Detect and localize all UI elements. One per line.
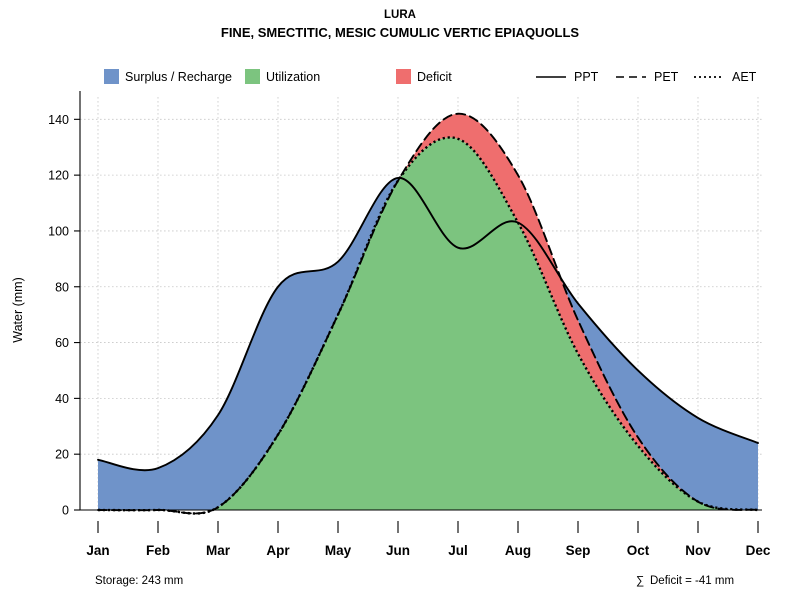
y-tick-label: 140 [48, 113, 69, 127]
area-surplus-recharge [98, 177, 758, 510]
legend-item-pet[interactable]: PET [616, 70, 679, 84]
series-line-pet [97, 112, 759, 515]
storage-annotation: Storage: 243 mm [95, 575, 183, 587]
data-lines [97, 112, 759, 515]
x-tick-label-oct: Oct [627, 543, 650, 558]
area-fills [98, 113, 758, 511]
area-utilization [98, 137, 758, 511]
sum-symbol: ∑ [636, 575, 644, 587]
legend-label-ppt: PPT [574, 70, 599, 84]
y-tick-label: 40 [55, 392, 69, 406]
x-tick-label-jan: Jan [86, 543, 109, 558]
y-axis-tick-labels: 0 20 40 60 80 100 120 140 [48, 113, 69, 518]
legend-item-ppt[interactable]: PPT [536, 70, 599, 84]
x-tick-label-mar: Mar [206, 543, 231, 558]
legend-item-aet[interactable]: AET [694, 70, 757, 84]
x-tick-label-apr: Apr [266, 543, 290, 558]
x-tick-label-sep: Sep [566, 543, 591, 558]
x-tick-label-may: May [325, 543, 352, 558]
y-tick-label: 0 [62, 504, 69, 518]
legend-label-deficit: Deficit [417, 70, 452, 84]
deficit-annotation: Deficit = -41 mm [650, 575, 734, 587]
legend-swatch-deficit [396, 69, 411, 84]
x-axis-month-labels: Jan Feb Mar Apr May Jun Jul Aug Sep Oct Nov Dec [86, 543, 771, 558]
legend-swatch-surplus [104, 69, 119, 84]
y-tick-label: 20 [55, 448, 69, 462]
x-tick-label-feb: Feb [146, 543, 170, 558]
x-tick-label-nov: Nov [685, 543, 711, 558]
legend-label-utilization: Utilization [266, 70, 320, 84]
y-tick-label: 120 [48, 169, 69, 183]
y-tick-label: 60 [55, 336, 69, 350]
legend-item-surplus[interactable]: Surplus / Recharge [104, 69, 232, 84]
x-tick-label-aug: Aug [505, 543, 531, 558]
y-tick-label: 100 [48, 224, 69, 238]
axes [74, 91, 762, 533]
series-line-aet [97, 136, 759, 515]
legend-label-pet: PET [654, 70, 679, 84]
legend-swatch-utilization [245, 69, 260, 84]
page-title: LURA [384, 9, 416, 21]
x-tick-label-jul: Jul [448, 543, 468, 558]
series-line-ppt [97, 176, 759, 472]
legend-item-utilization[interactable]: Utilization [245, 69, 320, 84]
page-subtitle: FINE, SMECTITIC, MESIC CUMULIC VERTIC EP… [221, 25, 580, 40]
y-axis-title: Water (mm) [11, 277, 25, 343]
legend-label-aet: AET [732, 70, 757, 84]
x-tick-label-dec: Dec [746, 543, 771, 558]
y-tick-label: 80 [55, 280, 69, 294]
legend: Surplus / Recharge Utilization Deficit P… [104, 69, 757, 84]
x-tick-label-jun: Jun [386, 543, 410, 558]
legend-label-surplus: Surplus / Recharge [125, 70, 232, 84]
legend-item-deficit[interactable]: Deficit [396, 69, 452, 84]
